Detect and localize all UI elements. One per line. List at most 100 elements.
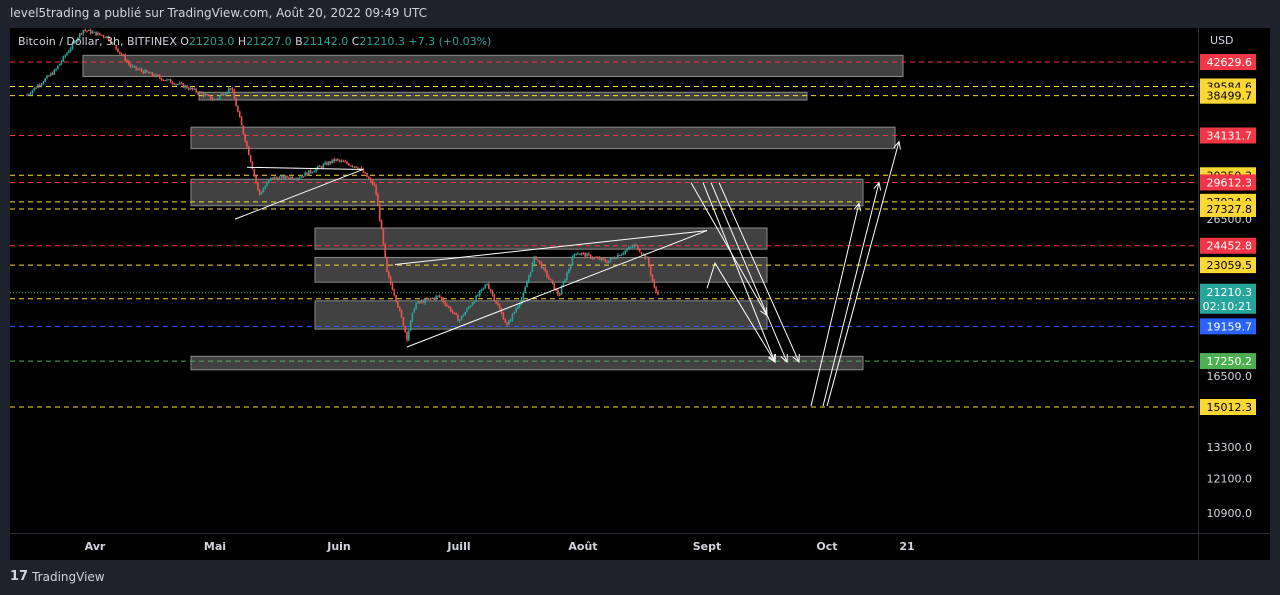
ohlc-value: 21203.0 [189, 35, 238, 48]
candle-body [415, 303, 417, 309]
candle-body [48, 75, 50, 77]
zone-rectangle [314, 256, 768, 283]
candle-body [618, 255, 621, 257]
candle-body [369, 178, 372, 181]
candle-body [80, 33, 83, 35]
candle-body [268, 180, 270, 183]
candle-body [549, 278, 552, 281]
x-tick-label: 21 [899, 540, 914, 553]
candle-body [166, 79, 168, 81]
candle-body [471, 303, 474, 306]
candle-body [568, 268, 570, 274]
candle-body [377, 194, 379, 206]
candle-body [184, 85, 186, 88]
candle-body [120, 53, 123, 55]
candle-body [509, 320, 512, 322]
candle-body [142, 71, 145, 74]
candle-body [477, 295, 479, 297]
candle-body [440, 296, 443, 299]
candle-body [298, 177, 301, 179]
candle-body [544, 267, 546, 271]
candle-body [429, 298, 432, 300]
candle-body [382, 229, 385, 244]
candle-body [653, 280, 656, 288]
candle-body [211, 98, 214, 100]
candle-body [273, 177, 276, 179]
candle-body [129, 64, 132, 67]
candle-body [522, 293, 525, 299]
x-tick-label: Avr [85, 540, 106, 553]
arrow-head [893, 140, 901, 150]
candle-body [628, 247, 630, 250]
candle-body [446, 305, 448, 307]
candle-body [578, 253, 581, 255]
candle-body [26, 94, 28, 96]
candle-body [449, 307, 452, 312]
zone-rectangle [314, 300, 768, 330]
candle-body [337, 159, 339, 161]
candle-body [37, 85, 39, 88]
chart-area[interactable]: USD 26500.0 16500.0 13300.0 12100.0 10900.0 42… [10, 28, 1270, 560]
candle-body [220, 94, 223, 96]
candle-body [309, 170, 312, 173]
candle-body [400, 310, 403, 318]
candle-body [595, 257, 597, 259]
candle-body [600, 258, 603, 260]
candle-body [606, 261, 608, 264]
projection-arrow [822, 182, 880, 407]
candle-body [208, 94, 210, 96]
candle-body [453, 312, 456, 314]
candle-body [255, 175, 257, 183]
candle-body [362, 169, 365, 173]
candle-body [351, 165, 354, 167]
candle-body [562, 282, 565, 287]
last-price-label: 21210.3 [1207, 286, 1253, 299]
candle-body [338, 160, 341, 162]
candle-body [584, 253, 586, 257]
candle-body [531, 263, 534, 272]
candle-body [482, 287, 485, 289]
candle-body [197, 91, 199, 94]
candle-body [297, 178, 299, 180]
tradingview-logo-icon: 17 [10, 569, 29, 584]
zone-rectangle [82, 54, 904, 78]
candle-body [577, 253, 579, 255]
ohlc-key: O [180, 35, 189, 48]
candle-body [86, 30, 88, 32]
candle-body [644, 253, 646, 259]
candle-body [617, 255, 619, 259]
candle-body [426, 298, 428, 300]
candle-body [329, 161, 332, 163]
candle-body [558, 294, 561, 296]
candle-body [560, 286, 563, 295]
candle-body [638, 250, 641, 253]
candle-body [257, 182, 259, 190]
level-price-label: 38499.7 [1207, 90, 1253, 103]
candle-body [408, 330, 410, 340]
candle-body [655, 287, 657, 292]
candle-body [28, 94, 30, 96]
candle-body [613, 258, 616, 260]
candle-body [88, 29, 90, 32]
candle-body [508, 320, 510, 325]
candle-body [109, 40, 112, 44]
candle-body [642, 253, 645, 255]
candle-body [535, 256, 537, 260]
candle-body [42, 81, 45, 84]
candle-body [228, 88, 230, 92]
candle-body [458, 319, 461, 322]
candle-body [422, 300, 425, 303]
candle-body [389, 276, 392, 284]
symbol-legend: Bitcoin / Dollar, 3h, BITFINEX O21203.0 … [18, 35, 491, 48]
candle-body [586, 253, 588, 257]
arrow-head [873, 181, 882, 191]
candle-body [524, 287, 526, 294]
candle-body [158, 75, 161, 79]
price-chart[interactable]: USD26500.016500.013300.012100.010900.042… [10, 28, 1270, 560]
candle-body [77, 37, 79, 42]
candle-body [624, 250, 626, 254]
candle-body [364, 172, 366, 174]
candle-body [262, 188, 265, 193]
candle-body [175, 84, 177, 86]
candle-body [246, 141, 248, 147]
